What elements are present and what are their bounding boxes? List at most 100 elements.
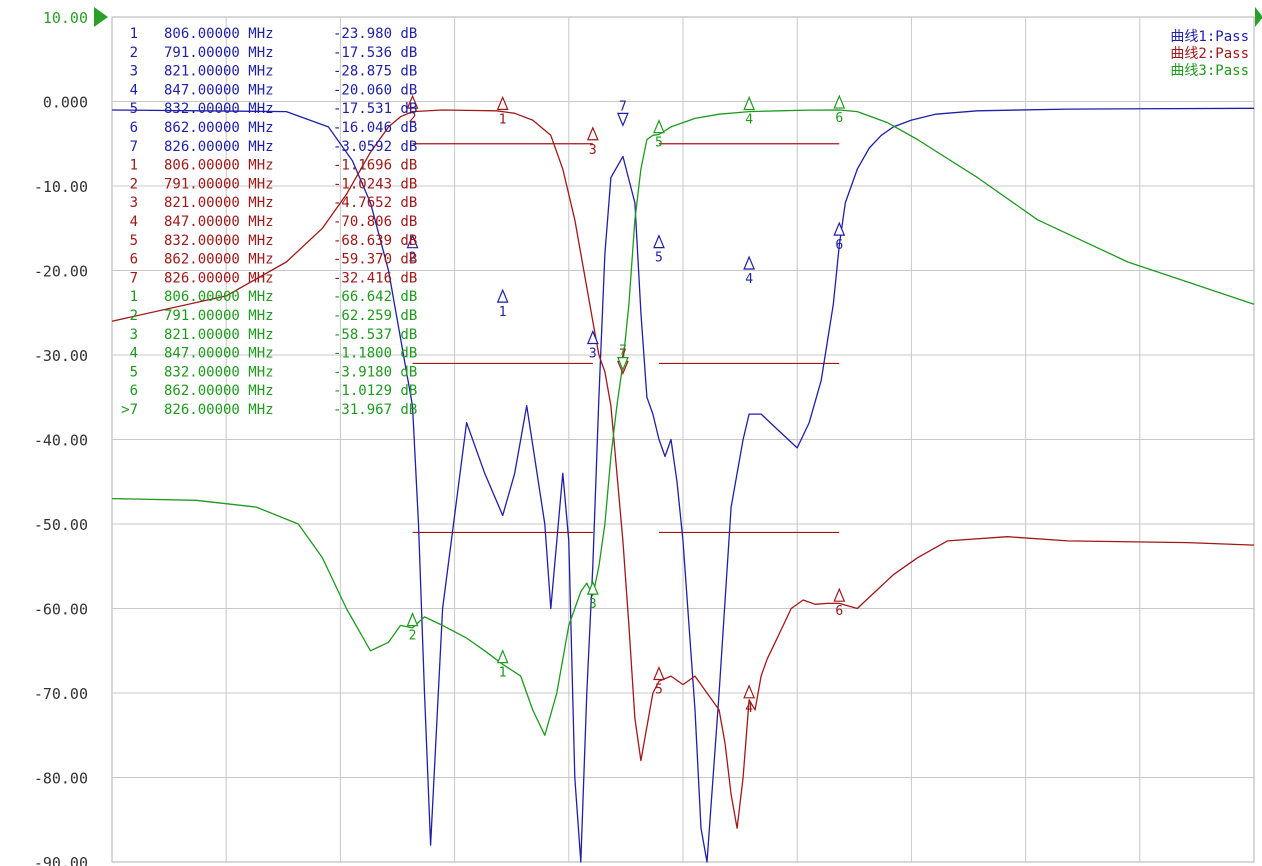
marker-triangle	[496, 95, 509, 110]
marker-row-id: 3	[130, 64, 138, 80]
y-tick-label: -80.00	[34, 770, 88, 788]
marker-label: 6	[835, 111, 843, 126]
marker-row-freq: 847.00000 MHz	[164, 346, 274, 362]
marker-row-freq: 791.00000 MHz	[164, 176, 274, 192]
marker-triangle	[496, 649, 509, 664]
marker-row-value: -28.875 dB	[333, 64, 417, 80]
marker-triangle	[743, 95, 756, 111]
marker-label: 5	[655, 136, 663, 151]
marker-row-value: -4.7652 dB	[333, 195, 417, 211]
marker-row-value: -1.0129 dB	[333, 383, 417, 399]
legend-entry: 曲线1:Pass	[1170, 29, 1249, 45]
traces	[111, 107, 1255, 863]
marker-row-freq: 847.00000 MHz	[164, 214, 274, 230]
marker-row-id: 4	[130, 82, 138, 98]
marker-row-value: -3.0592 dB	[333, 139, 417, 155]
marker-row-value: -20.060 dB	[333, 82, 417, 98]
marker-label: 1	[499, 305, 507, 320]
marker-triangle	[653, 119, 665, 134]
trace-3-line	[111, 109, 1255, 736]
y-tick-label: -70.00	[34, 685, 88, 703]
marker-row-freq: 832.00000 MHz	[164, 364, 274, 380]
marker-row-id: 7	[130, 270, 138, 286]
marker-row-value: -3.9180 dB	[333, 364, 417, 380]
marker-row-id: 5	[130, 233, 138, 249]
marker-triangle	[406, 612, 419, 627]
marker-row-value: -58.537 dB	[333, 327, 417, 343]
marker-label: 3	[589, 597, 597, 612]
marker-row-id: 2	[130, 308, 138, 324]
marker-label: 7	[619, 99, 627, 114]
marker-row-freq: 862.00000 MHz	[164, 252, 274, 268]
marker-label: 4	[745, 272, 753, 287]
legend-entry: 曲线2:Pass	[1170, 46, 1249, 62]
marker-row-freq: 821.00000 MHz	[164, 327, 274, 343]
trace-2-line	[111, 109, 1255, 829]
marker-label: 3	[589, 346, 597, 361]
reference-level-icon-right	[1255, 7, 1262, 27]
marker-triangle	[586, 329, 599, 345]
marker-label: 4	[745, 701, 753, 716]
marker-row-value: -1.1800 dB	[333, 346, 417, 362]
marker-table: 1 806.00000 MHz -23.980 dB 2 791.00000 MHz -1…	[121, 26, 417, 418]
marker-row-id: 2	[130, 45, 138, 61]
y-tick-label: -50.00	[34, 516, 88, 534]
marker-row-value: -1.0243 dB	[333, 176, 417, 192]
marker-row-value: -70.806 dB	[333, 214, 417, 230]
marker-label: 5	[655, 682, 663, 697]
marker-row-value: -31.967 dB	[333, 402, 417, 418]
marker-row-freq: 826.00000 MHz	[164, 402, 274, 418]
marker-label: 1	[499, 666, 507, 681]
marker-row-value: -17.531 dB	[333, 101, 417, 117]
marker-label: 7	[619, 347, 627, 362]
marker-row-id: 1	[130, 26, 138, 42]
marker-label: 2	[409, 251, 417, 266]
marker-row-value: -66.642 dB	[333, 289, 417, 305]
marker-row-value: -16.046 dB	[333, 120, 417, 136]
marker-triangle	[653, 665, 665, 681]
y-tick-label: -60.00	[34, 601, 88, 619]
marker-triangle	[743, 255, 756, 270]
marker-triangle	[743, 684, 756, 699]
marker-row-freq: 806.00000 MHz	[164, 26, 274, 42]
marker-row-id: >7	[121, 402, 138, 418]
marker-row-id: 4	[130, 346, 138, 362]
y-tick-label: -30.00	[34, 347, 88, 365]
marker-row-id: 6	[130, 383, 138, 399]
grid-lines	[111, 16, 1255, 863]
marker-row-id: 1	[130, 289, 138, 305]
marker-row-id: 4	[130, 214, 138, 230]
marker-row-freq: 821.00000 MHz	[164, 64, 274, 80]
limit-lines	[412, 143, 840, 534]
marker-row-id: 3	[130, 327, 138, 343]
y-tick-label: 10.00	[43, 9, 88, 27]
marker-triangle	[616, 357, 629, 372]
marker-row-id: 5	[130, 364, 138, 380]
marker-row-id: 5	[130, 101, 138, 117]
legend-entry: 曲线3:Pass	[1170, 63, 1249, 79]
marker-row-freq: 832.00000 MHz	[164, 101, 274, 117]
marker-label: 3	[589, 143, 597, 158]
marker-triangle	[496, 288, 509, 303]
marker-row-freq: 862.00000 MHz	[164, 120, 274, 136]
marker-triangle	[833, 94, 846, 109]
marker-row-freq: 847.00000 MHz	[164, 82, 274, 98]
marker-triangle	[406, 94, 419, 109]
marker-row-freq: 791.00000 MHz	[164, 45, 274, 61]
marker-triangle	[586, 580, 599, 595]
y-tick-label: -90.00	[34, 854, 88, 866]
marker-row-id: 6	[130, 252, 138, 268]
marker-label: 6	[835, 238, 843, 253]
y-tick-label: -40.00	[34, 432, 88, 450]
y-axis-ticks: 10.00 0.000 -10.00 -20.00 -30.00 -40.00 -50.00…	[34, 9, 88, 866]
marker-row-id: 1	[130, 158, 138, 174]
y-tick-label: -10.00	[34, 178, 88, 196]
marker-label: 2	[409, 111, 417, 126]
marker-triangle	[586, 126, 599, 141]
y-tick-label: -20.00	[34, 263, 88, 281]
marker-label: 1	[499, 112, 507, 127]
marker-row-value: -23.980 dB	[333, 26, 417, 42]
